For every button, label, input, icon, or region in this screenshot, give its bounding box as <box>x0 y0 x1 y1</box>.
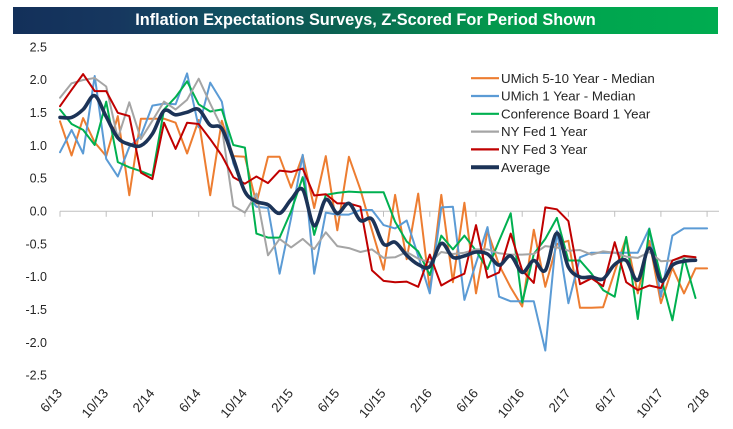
svg-text:6/14: 6/14 <box>176 386 204 415</box>
svg-text:2.0: 2.0 <box>30 73 47 87</box>
svg-text:-1.5: -1.5 <box>25 303 47 317</box>
svg-text:10/14: 10/14 <box>217 386 250 421</box>
svg-text:6/15: 6/15 <box>314 386 342 415</box>
svg-text:1.0: 1.0 <box>30 139 47 153</box>
svg-text:-0.5: -0.5 <box>25 237 47 251</box>
svg-text:-2.5: -2.5 <box>25 369 47 383</box>
svg-text:6/16: 6/16 <box>453 386 481 415</box>
svg-text:0.0: 0.0 <box>30 205 47 219</box>
svg-text:2/17: 2/17 <box>546 386 574 415</box>
svg-text:2/16: 2/16 <box>407 386 435 415</box>
svg-text:0.5: 0.5 <box>30 172 47 186</box>
svg-text:Average: Average <box>501 160 550 175</box>
svg-text:10/16: 10/16 <box>495 386 528 421</box>
svg-text:UMich 5-10 Year - Median: UMich 5-10 Year - Median <box>501 71 655 86</box>
svg-text:1.5: 1.5 <box>30 106 47 120</box>
svg-text:6/17: 6/17 <box>592 386 620 415</box>
svg-text:-2.0: -2.0 <box>25 336 47 350</box>
svg-text:2/18: 2/18 <box>684 386 712 415</box>
svg-text:2.5: 2.5 <box>30 40 47 54</box>
svg-text:10/15: 10/15 <box>356 386 389 421</box>
svg-text:-1.0: -1.0 <box>25 270 47 284</box>
svg-text:10/17: 10/17 <box>633 386 666 421</box>
svg-text:NY Fed 1 Year: NY Fed 1 Year <box>501 124 588 139</box>
svg-text:10/13: 10/13 <box>79 386 112 421</box>
svg-text:2/14: 2/14 <box>130 386 158 415</box>
svg-text:UMich 1 Year - Median: UMich 1 Year - Median <box>501 89 636 104</box>
svg-text:2/15: 2/15 <box>268 386 296 415</box>
svg-text:Conference Board 1 Year: Conference Board 1 Year <box>501 106 651 121</box>
svg-text:NY Fed 3 Year: NY Fed 3 Year <box>501 142 588 157</box>
svg-text:6/13: 6/13 <box>37 386 65 415</box>
